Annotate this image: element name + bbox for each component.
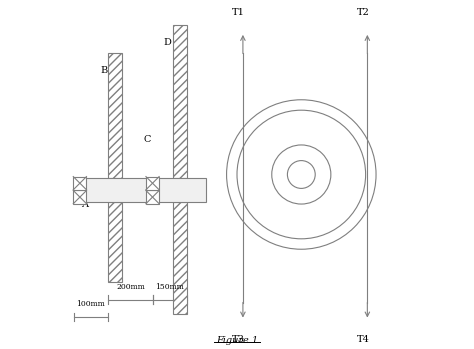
Text: C: C [144, 135, 151, 144]
Text: T4: T4 [356, 335, 369, 344]
Bar [73, 191, 86, 204]
Bar [146, 191, 159, 204]
Text: 100mm: 100mm [77, 300, 105, 308]
Text: A: A [81, 200, 88, 209]
Text: 150mm: 150mm [155, 283, 184, 291]
Text: T1: T1 [232, 8, 245, 17]
Text: D: D [164, 38, 172, 47]
Bar [109, 202, 122, 282]
Bar [109, 53, 122, 178]
Bar [73, 178, 206, 202]
Bar [173, 202, 187, 313]
Bar [173, 25, 187, 178]
Text: B: B [100, 66, 108, 75]
Text: 200mm: 200mm [116, 283, 145, 291]
Bar [146, 177, 159, 190]
Text: T2: T2 [356, 8, 369, 17]
Text: T3: T3 [232, 335, 245, 344]
Bar [73, 177, 86, 190]
Text: Figure 1: Figure 1 [216, 336, 258, 345]
